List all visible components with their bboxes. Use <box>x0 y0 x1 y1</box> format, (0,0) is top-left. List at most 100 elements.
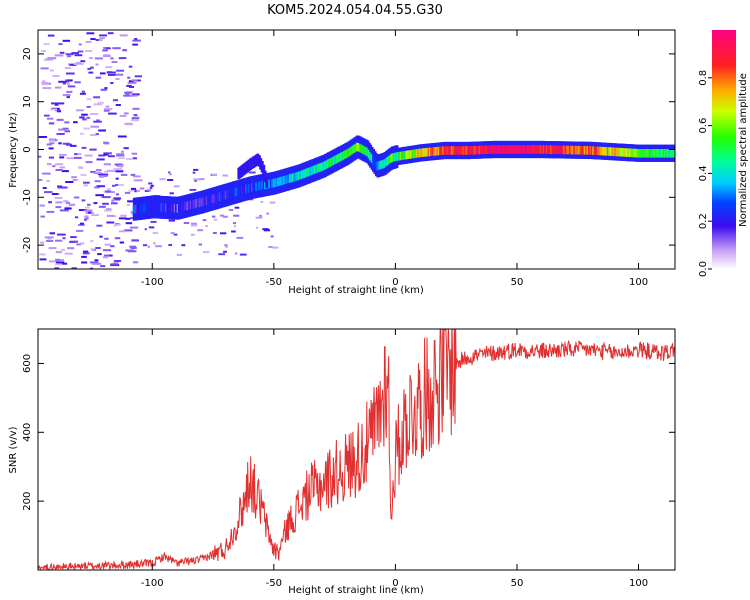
spectrogram-noise-cell <box>65 53 74 56</box>
spectrogram-noise-cell <box>73 196 80 199</box>
spectrogram-noise-cell <box>211 173 217 176</box>
spectrogram-noise-cell <box>80 60 86 63</box>
spectrogram-noise-cell <box>94 57 104 60</box>
spectrogram-noise-cell <box>80 242 85 245</box>
spectrogram-cell <box>265 176 269 188</box>
spectrogram-noise-cell <box>131 119 139 122</box>
spectrogram-noise-cell <box>147 245 150 248</box>
spectrogram-noise-cell <box>119 230 126 233</box>
spectrogram-noise-cell <box>235 252 238 255</box>
spectrogram-noise-cell <box>43 43 50 46</box>
spectrogram-noise-cell <box>110 82 114 84</box>
spectrogram-noise-cell <box>67 85 76 88</box>
spectrogram-noise-cell <box>61 248 65 251</box>
spectrogram-noise-cell <box>84 206 90 209</box>
spectrogram-noise-cell <box>212 232 217 234</box>
spectrogram-noise-cell <box>212 215 216 218</box>
spectrogram-noise-cell <box>104 87 108 90</box>
spectrogram-noise-cell <box>128 65 133 68</box>
spectrogram-noise-cell <box>77 50 84 53</box>
spectrogram-noise-cell <box>150 184 154 187</box>
spectrogram-noise-cell <box>148 226 155 229</box>
spectrogram-noise-cell <box>132 157 137 160</box>
spectrogram-noise-cell <box>213 218 218 221</box>
spectrogram-noise-cell <box>70 236 77 239</box>
spectrogram-noise-cell <box>85 40 92 43</box>
spectrogram-noise-cell <box>236 236 244 239</box>
y-tick-label: 600 <box>22 354 33 373</box>
spectrogram-noise-cell <box>105 105 110 108</box>
spectrogram-noise-cell <box>75 62 82 65</box>
spectrogram-noise-cell <box>79 92 86 95</box>
spectrogram-noise-cell <box>95 76 102 79</box>
spectrogram-noise-cell <box>108 112 117 115</box>
spectrogram-noise-cell <box>112 99 118 102</box>
spectrogram-noise-cell <box>107 73 116 76</box>
spectrogram-noise-cell <box>129 86 134 88</box>
spectrogram-noise-cell <box>71 267 77 269</box>
spectrogram-noise-cell <box>150 220 157 223</box>
spectrogram-noise-cell <box>101 196 111 199</box>
spectrogram-noise-cell <box>81 261 88 264</box>
spectrogram-noise-cell <box>63 200 69 203</box>
spectrogram-noise-cell <box>102 49 108 52</box>
colorbar-tick-label: 0.6 <box>698 118 709 134</box>
spectrogram-noise-cell <box>106 221 115 224</box>
spectrogram-noise-cell <box>118 157 125 160</box>
spectrogram-noise-cell <box>115 193 119 196</box>
spectrogram-noise-cell <box>129 245 137 248</box>
spectrogram-noise-cell <box>111 202 118 205</box>
spectrogram-noise-cell <box>222 174 228 177</box>
spectrogram-noise-cell <box>103 152 112 155</box>
spectrogram-noise-cell <box>99 175 104 178</box>
spectrogram-noise-cell <box>95 247 101 249</box>
spectrogram-noise-cell <box>228 209 234 211</box>
spectrogram-noise-cell <box>59 51 65 54</box>
spectrogram-noise-cell <box>67 83 71 86</box>
spectrogram-noise-cell <box>106 214 114 217</box>
spectrogram-noise-cell <box>202 219 207 222</box>
spectrogram-noise-cell <box>59 153 67 156</box>
spectrogram-y-label: Frequency (Hz) <box>8 112 19 188</box>
spectrogram-noise-cell <box>103 249 112 252</box>
spectrogram-noise-cell <box>173 185 180 188</box>
spectrogram-noise-cell <box>96 185 105 188</box>
spectrogram-noise-cell <box>74 153 78 156</box>
spectrogram-noise-cell <box>110 245 115 248</box>
spectrogram-noise-cell <box>191 224 198 227</box>
spectrogram-noise-cell <box>193 178 200 181</box>
spectrogram-noise-cell <box>114 260 122 262</box>
spectrogram-noise-cell <box>59 166 65 169</box>
spectrogram-noise-cell <box>64 121 70 124</box>
spectrogram-noise-cell <box>96 169 102 172</box>
spectrogram-noise-cell <box>133 116 140 119</box>
spectrogram-noise-cell <box>73 121 78 124</box>
spectrogram-noise-cell <box>86 116 91 119</box>
spectrogram-noise-cell <box>233 225 236 228</box>
spectrogram-noise-cell <box>54 263 63 266</box>
spectrogram-noise-cell <box>66 157 75 160</box>
spectrogram-noise-cell <box>190 233 195 236</box>
spectrogram-noise-cell <box>66 90 73 93</box>
spectrogram-noise-cell <box>74 54 83 57</box>
spectrogram-noise-cell <box>136 189 140 192</box>
spectrogram-noise-cell <box>118 57 127 60</box>
spectrogram-noise-cell <box>82 118 87 121</box>
spectrogram-noise-cell <box>40 215 45 218</box>
colorbar-tick-label: 0.0 <box>698 261 709 277</box>
spectrogram-noise-cell <box>123 94 132 97</box>
spectrogram-noise-cell <box>65 201 71 204</box>
spectrogram-noise-cell <box>72 179 78 181</box>
spectrogram-noise-cell <box>256 226 259 229</box>
spectrogram-noise-cell <box>56 259 64 261</box>
spectrogram-noise-cell <box>59 262 68 265</box>
spectrogram-noise-cell <box>189 188 197 191</box>
spectrogram-noise-cell <box>89 267 93 269</box>
spectrogram-noise-cell <box>65 80 70 83</box>
spectrogram-noise-cell <box>125 222 133 225</box>
spectrogram-noise-cell <box>62 82 67 85</box>
spectrogram-noise-cell <box>169 173 172 176</box>
spectrogram-x-label: Height of straight line (km) <box>288 285 424 296</box>
spectrogram-noise-cell <box>57 233 66 236</box>
spectrogram-noise-cell <box>90 134 97 136</box>
